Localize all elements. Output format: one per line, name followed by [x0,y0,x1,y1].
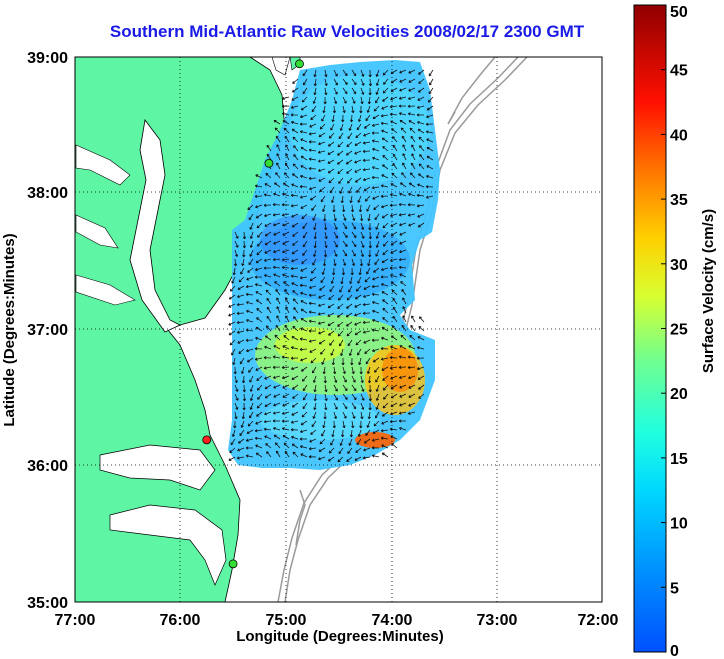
velocity-arrows [228,69,434,463]
y-tick-label: 37:00 [27,322,68,339]
colorbar-tick-label: 10 [670,516,688,533]
station-virginia-beach-marker [202,435,212,445]
x-tick-label: 77:00 [55,612,96,629]
y-tick-label: 39:00 [27,50,68,67]
station-delmarva-marker [264,158,274,168]
land [75,57,301,602]
velocity-field [228,60,440,470]
colorbar-tick-label: 40 [670,127,688,144]
y-tick-label: 35:00 [27,595,68,612]
colorbar-tick-label: 15 [670,451,688,468]
y-axis-label: Latitude (Degrees:Minutes) [1,233,18,426]
x-tick-label: 73:00 [477,612,518,629]
colorbar-tick-label: 25 [670,322,688,339]
x-tick-label: 74:00 [372,612,413,629]
colorbar-tick-label: 30 [670,257,688,274]
colorbar-tick-label: 0 [670,643,679,659]
colorbar-tick-label: 5 [670,580,679,597]
x-tick-label: 72:00 [578,612,619,629]
colorbar-gradient [633,4,667,653]
x-axis-label: Longitude (Degrees:Minutes) [236,628,444,645]
map-grid [75,57,602,602]
colorbar-tick-label: 20 [670,386,688,403]
x-tick-label: 75:00 [266,612,307,629]
station-south-marker [228,559,238,569]
y-tick-label: 38:00 [27,185,68,202]
x-tick-label: 76:00 [160,612,201,629]
plot-frame [74,56,603,603]
colorbar-label: Surface Velocity (cm/s) [700,209,717,373]
colorbar-tick-label: 45 [670,63,688,80]
map-title: Southern Mid-Atlantic Raw Velocities 200… [109,22,585,41]
station-markers [202,59,304,569]
station-north-marker [295,59,304,69]
colorbar-tick-label: 35 [670,192,688,209]
y-tick-label: 36:00 [27,458,68,475]
colorbar-tick-label: 50 [670,4,688,21]
